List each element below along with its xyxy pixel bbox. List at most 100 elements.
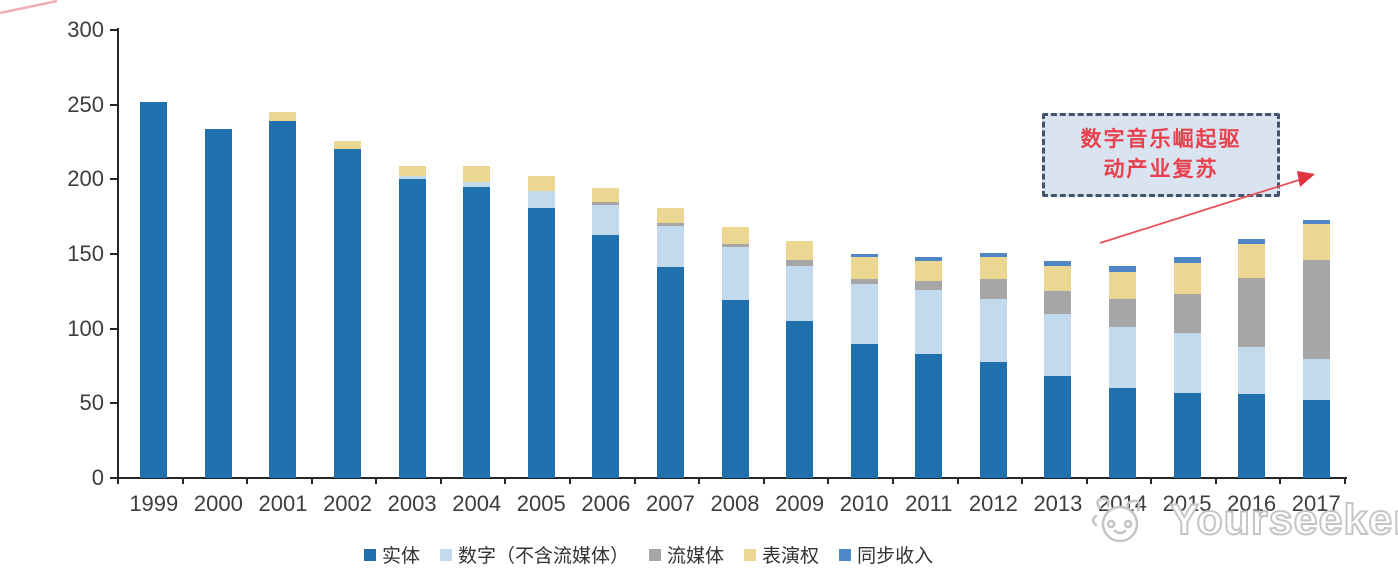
legend-marker-icon — [649, 548, 662, 561]
annotation-box: 数字音乐崛起驱 动产业复苏 — [1042, 113, 1280, 197]
bar-2016-segment-实体 — [1238, 394, 1266, 478]
bar-2005-segment-数字（不含流媒体） — [527, 191, 555, 208]
x-axis-tick-6 — [504, 478, 507, 484]
bar-2002-segment-实体 — [334, 149, 362, 478]
bar-2014-segment-表演权 — [1109, 271, 1136, 299]
bar-2000 — [204, 128, 232, 478]
bar-2009-segment-数字（不含流媒体） — [786, 265, 814, 322]
bar-2015-segment-实体 — [1173, 392, 1201, 478]
bar-2014-segment-同步收入 — [1109, 265, 1136, 272]
bar-2001-segment-表演权 — [269, 112, 297, 122]
bar-2015-segment-同步收入 — [1173, 256, 1201, 263]
bar-2011-segment-实体 — [915, 354, 943, 478]
bar-2017 — [1302, 219, 1330, 478]
x-axis-tick-13 — [956, 478, 959, 484]
x-axis-label-2006: 2006 — [581, 491, 631, 516]
bar-2010-segment-实体 — [850, 343, 878, 478]
bar-2007-segment-实体 — [656, 267, 684, 478]
x-axis-tick-18 — [1279, 478, 1282, 484]
bar-2010-segment-同步收入 — [850, 254, 878, 257]
bar-2005-segment-实体 — [527, 207, 555, 478]
x-axis-label-2012: 2012 — [968, 491, 1018, 516]
x-axis-label-2009: 2009 — [775, 491, 825, 516]
bar-2005 — [527, 176, 555, 478]
bar-2016-segment-数字（不含流媒体） — [1238, 346, 1266, 395]
x-axis-tick-3 — [310, 478, 313, 484]
bar-2008-segment-流媒体 — [721, 243, 749, 247]
bar-2010-segment-数字（不含流媒体） — [850, 283, 878, 344]
bar-2004-segment-实体 — [463, 186, 491, 478]
bar-2007-segment-数字（不含流媒体） — [656, 225, 684, 268]
x-axis-label-2007: 2007 — [645, 491, 695, 516]
bar-2017-segment-同步收入 — [1302, 219, 1330, 225]
y-axis-line — [117, 28, 119, 478]
y-axis-tick-100 — [110, 327, 118, 330]
y-axis-label-150: 150 — [67, 241, 104, 266]
y-axis-label-0: 0 — [91, 465, 104, 490]
bar-2004-segment-数字（不含流媒体） — [463, 182, 491, 187]
bar-2009-segment-表演权 — [786, 240, 814, 260]
legend: 实体 数字（不含流媒体） 流媒体 表演权 同步收入 — [364, 541, 933, 568]
x-axis-label-2005: 2005 — [516, 491, 566, 516]
bar-2006 — [592, 188, 620, 478]
bar-2012 — [979, 252, 1007, 478]
legend-item-同步收入: 同步收入 — [839, 541, 933, 568]
bar-2003-segment-数字（不含流媒体） — [398, 176, 426, 180]
watermark: Yourseeker — [1086, 494, 1398, 546]
legend-label: 实体 — [382, 546, 421, 567]
x-axis-label-2002: 2002 — [323, 491, 373, 516]
bar-2016-segment-流媒体 — [1238, 277, 1266, 347]
bar-2000-segment-实体 — [204, 128, 232, 478]
y-axis-label-300: 300 — [67, 17, 104, 42]
bar-2012-segment-数字（不含流媒体） — [979, 298, 1007, 362]
bar-1999 — [140, 101, 168, 478]
x-axis-tick-2 — [246, 478, 249, 484]
bar-2013-segment-数字（不含流媒体） — [1044, 313, 1072, 377]
y-axis-tick-150 — [110, 253, 118, 255]
y-axis-tick-50 — [110, 402, 118, 405]
legend-item-数字（不含流媒体）: 数字（不含流媒体） — [440, 541, 629, 568]
x-axis-label-2001: 2001 — [258, 491, 308, 516]
x-axis-label-2010: 2010 — [839, 491, 889, 516]
bar-2003-segment-表演权 — [398, 165, 426, 177]
bar-2015 — [1173, 256, 1201, 478]
legend-marker-icon — [744, 548, 757, 561]
y-axis-tick-250 — [110, 103, 118, 106]
bar-2016-segment-表演权 — [1238, 243, 1266, 278]
x-axis-label-2003: 2003 — [387, 491, 437, 516]
x-axis-label-2015: 2015 — [1162, 491, 1212, 516]
y-axis-tick-0 — [110, 477, 118, 479]
bar-2007-segment-表演权 — [656, 207, 684, 223]
bar-2012-segment-表演权 — [979, 256, 1007, 280]
x-axis-label-1999: 1999 — [129, 491, 179, 516]
bar-2006-segment-流媒体 — [592, 201, 620, 205]
bar-2012-segment-流媒体 — [979, 279, 1007, 299]
x-axis-tick-9 — [698, 478, 701, 484]
bar-2007-segment-流媒体 — [656, 222, 684, 226]
bar-2013 — [1044, 261, 1072, 478]
bar-2008-segment-表演权 — [721, 227, 749, 244]
bar-2014-segment-数字（不含流媒体） — [1109, 327, 1136, 389]
x-axis-tick-14 — [1021, 478, 1024, 484]
bar-2003-segment-实体 — [398, 179, 426, 478]
bar-2016-segment-同步收入 — [1238, 239, 1266, 244]
bar-2008 — [721, 227, 749, 478]
annotation-text-line1: 数字音乐崛起驱 — [1080, 128, 1242, 151]
legend-marker-icon — [440, 548, 453, 561]
bar-2009 — [786, 240, 814, 478]
x-axis-tick-12 — [891, 478, 894, 484]
legend-label: 数字（不含流媒体） — [458, 546, 630, 567]
legend-label: 流媒体 — [667, 546, 725, 567]
bar-2002-segment-表演权 — [334, 140, 362, 150]
bar-2011-segment-流媒体 — [915, 280, 943, 290]
legend-marker-icon — [839, 548, 852, 561]
bar-2015-segment-表演权 — [1173, 262, 1201, 295]
bar-2006-segment-数字（不含流媒体） — [592, 204, 620, 235]
bar-2016 — [1238, 239, 1266, 478]
x-axis-label-2000: 2000 — [193, 491, 243, 516]
bar-2015-segment-流媒体 — [1173, 294, 1201, 334]
bar-2017-segment-流媒体 — [1302, 259, 1330, 359]
legend-item-实体: 实体 — [364, 541, 420, 568]
x-axis-tick-17 — [1214, 478, 1217, 484]
